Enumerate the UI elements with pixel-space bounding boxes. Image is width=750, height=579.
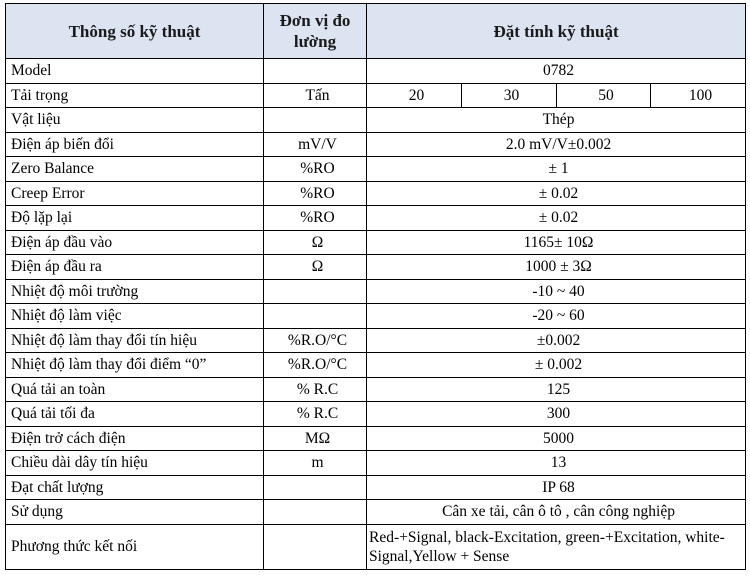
row-unit (263, 58, 367, 84)
row-label: Nhiệt độ làm thay đổi tín hiệu (5, 327, 264, 353)
table-row: Điện trở cách điện MΩ 5000 (5, 425, 747, 451)
row-unit (263, 303, 367, 329)
row-value: Cân xe tải, cân ô tô , cân công nghiệp (365, 499, 747, 525)
row-unit: Ω (263, 254, 367, 280)
table-row: Phương thức kết nối Red-+Signal, black-E… (5, 523, 747, 570)
row-value: IP 68 (365, 474, 747, 500)
row-value: -20 ~ 60 (365, 303, 747, 329)
table-row: Nhiệt độ làm việc -20 ~ 60 (5, 303, 747, 329)
row-unit: %RO (263, 156, 367, 182)
row-label: Tải trọng (5, 82, 264, 108)
row-label: Nhiệt độ môi trường (5, 278, 264, 304)
row-label: Creep Error (5, 180, 264, 206)
capacity-value: 20 (366, 82, 462, 108)
table-row: Nhiệt độ làm thay đổi điểm “0” %R.O/°C ±… (5, 352, 747, 378)
row-value: -10 ~ 40 (365, 278, 747, 304)
row-value: 13 (365, 450, 747, 476)
header-characteristic: Đặt tính kỹ thuật (365, 3, 747, 59)
row-unit: %R.O/°C (263, 327, 367, 353)
table-row: Nhiệt độ làm thay đổi tín hiệu %R.O/°C ±… (5, 327, 747, 353)
row-value: ± 0.02 (365, 180, 747, 206)
capacity-value: 50 (556, 82, 651, 108)
row-value: ± 1 (365, 156, 747, 182)
row-value: Red-+Signal, black-Excitation, green-+Ex… (365, 523, 747, 570)
row-label: Điện áp biến đổi (5, 131, 264, 157)
row-label: Zero Balance (5, 156, 264, 182)
row-label: Chiều dài dây tín hiệu (5, 450, 264, 476)
row-label: Model (5, 58, 264, 84)
table-row: Vật liệu Thép (5, 107, 747, 133)
row-unit: mV/V (263, 131, 367, 157)
row-unit: % R.C (263, 401, 367, 427)
table-row: Đạt chất lượng IP 68 (5, 474, 747, 500)
row-unit: %RO (263, 180, 367, 206)
table-row: Tải trọng Tấn 20 30 50 100 (5, 82, 747, 108)
header-unit: Đơn vị đo lường (263, 3, 367, 59)
capacity-value: 30 (461, 82, 557, 108)
table-row: Sử dụng Cân xe tải, cân ô tô , cân công … (5, 499, 747, 525)
row-label: Độ lặp lại (5, 205, 264, 231)
row-unit (263, 499, 367, 525)
row-value: 1165± 10Ω (365, 229, 747, 255)
table-row: Chiều dài dây tín hiệu m 13 (5, 450, 747, 476)
spec-table: Thông số kỹ thuật Đơn vị đo lường Đặt tí… (5, 3, 747, 570)
table-row: Độ lặp lại %RO ± 0.02 (5, 205, 747, 231)
table-row: Nhiệt độ môi trường -10 ~ 40 (5, 278, 747, 304)
header-row: Thông số kỹ thuật Đơn vị đo lường Đặt tí… (5, 3, 747, 59)
row-label: Nhiệt độ làm việc (5, 303, 264, 329)
row-label: Nhiệt độ làm thay đổi điểm “0” (5, 352, 264, 378)
row-value: ± 0.02 (365, 205, 747, 231)
row-unit: m (263, 450, 367, 476)
row-value: 0782 (365, 58, 747, 84)
row-unit (263, 107, 367, 133)
table-row: Zero Balance %RO ± 1 (5, 156, 747, 182)
table-row: Quá tải an toàn % R.C 125 (5, 376, 747, 402)
row-value: 5000 (365, 425, 747, 451)
row-unit (263, 474, 367, 500)
header-spec: Thông số kỹ thuật (5, 3, 264, 59)
table-row: Điện áp biến đổi mV/V 2.0 mV/V±0.002 (5, 131, 747, 157)
capacity-value: 100 (649, 82, 747, 108)
row-unit: % R.C (263, 376, 367, 402)
row-value: ± 0.002 (365, 352, 747, 378)
table-row: Model 0782 (5, 58, 747, 84)
table-row: Creep Error %RO ± 0.02 (5, 180, 747, 206)
row-unit (263, 523, 367, 570)
row-unit (263, 278, 367, 304)
row-label: Sử dụng (5, 499, 264, 525)
table-row: Điện áp đầu vào Ω 1165± 10Ω (5, 229, 747, 255)
row-unit: Ω (263, 229, 367, 255)
row-value: 1000 ± 3Ω (365, 254, 747, 280)
row-unit: %R.O/°C (263, 352, 367, 378)
row-value: 2.0 mV/V±0.002 (365, 131, 747, 157)
row-value: ±0.002 (365, 327, 747, 353)
row-unit: Tấn (263, 82, 367, 108)
row-label: Phương thức kết nối (5, 523, 264, 570)
row-value: 125 (365, 376, 747, 402)
row-value: 300 (365, 401, 747, 427)
table-row: Điện áp đầu ra Ω 1000 ± 3Ω (5, 254, 747, 280)
row-label: Quá tải an toàn (5, 376, 264, 402)
row-unit: %RO (263, 205, 367, 231)
row-label: Điện áp đầu vào (5, 229, 264, 255)
row-label: Vật liệu (5, 107, 264, 133)
row-label: Đạt chất lượng (5, 474, 264, 500)
row-value: Thép (365, 107, 747, 133)
row-label: Điện áp đầu ra (5, 254, 264, 280)
row-unit: MΩ (263, 425, 367, 451)
table-row: Quá tải tối đa % R.C 300 (5, 401, 747, 427)
row-label: Quá tải tối đa (5, 401, 264, 427)
row-label: Điện trở cách điện (5, 425, 264, 451)
